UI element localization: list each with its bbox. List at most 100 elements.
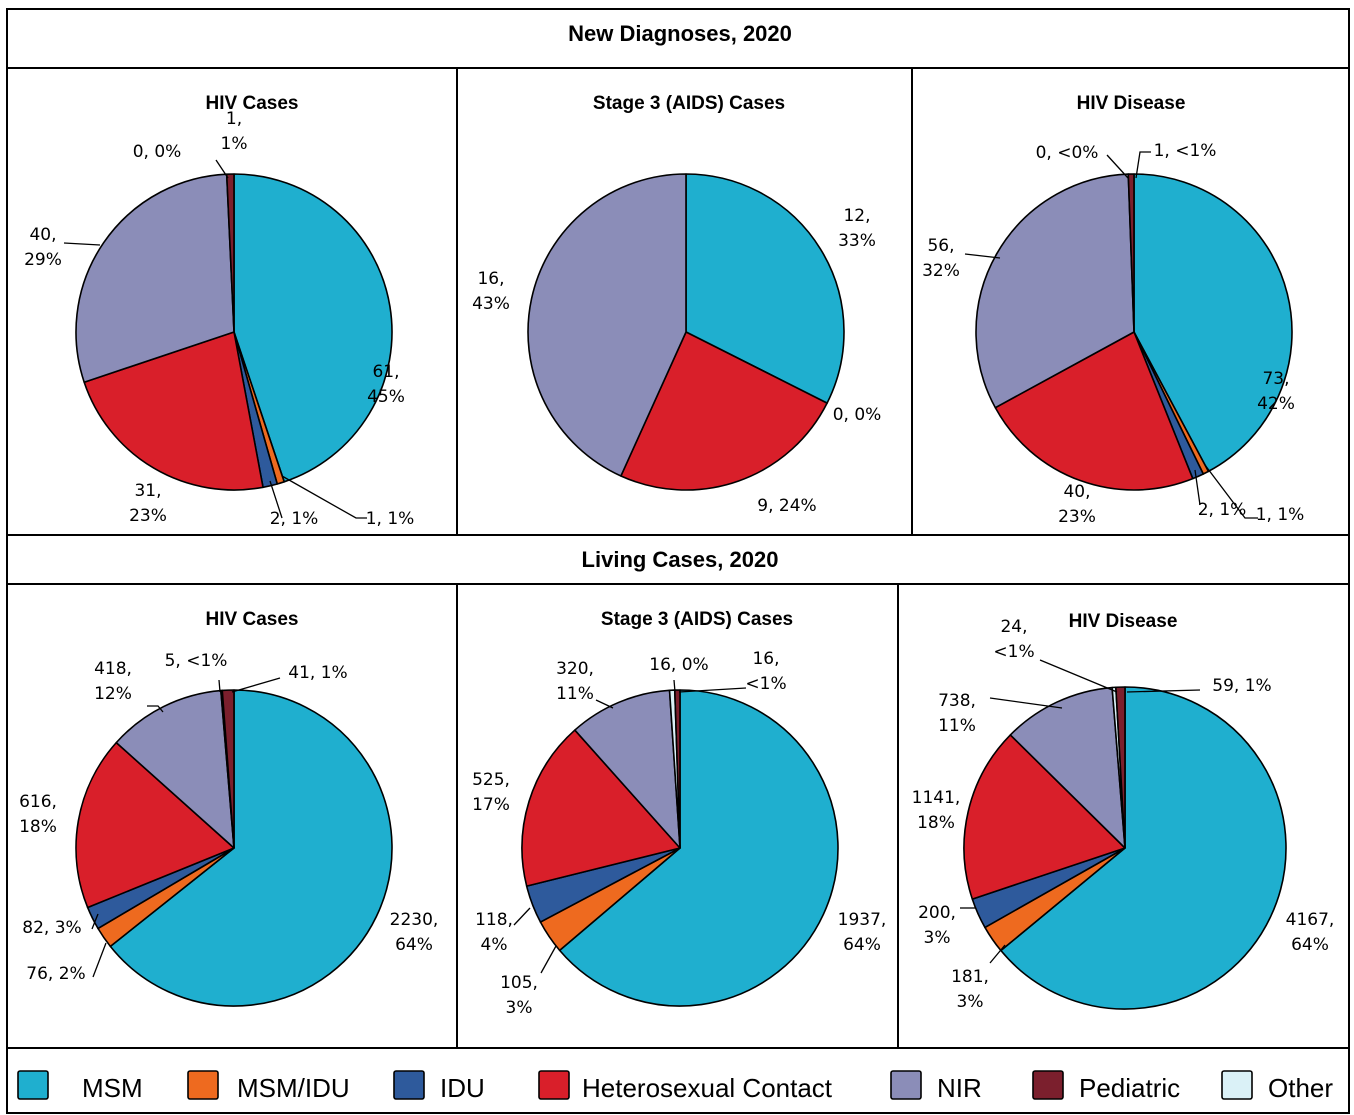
- data-label-nir: 40, 29%: [24, 225, 62, 270]
- data-label-idu: 2, 1%: [1198, 500, 1247, 520]
- section-title-new-diagnoses: New Diagnoses, 2020: [568, 21, 792, 46]
- legend-swatch: [890, 1070, 922, 1100]
- outer-frame: [6, 8, 1350, 1114]
- slice-msm: [109, 689, 393, 1007]
- data-label-other: 5, <1%: [165, 651, 228, 671]
- leader-line: [1135, 151, 1151, 179]
- data-label-idu: 200, 3%: [918, 903, 956, 948]
- data-label-idu: 82, 3%: [22, 918, 81, 938]
- pie-5-hiv-disease: 4167, 64% 181, 3% 200, 3% 1141, 18% 738, 11% 24, <1…: [912, 617, 1335, 1012]
- pie-0-hiv-cases: 61, 45% 1, 1% 2, 1% 31, 23% 40, 29% 1, 1% 0, 0%: [24, 109, 414, 529]
- leader-line: [678, 687, 747, 693]
- data-label-pediatric: 1, <1%: [1154, 141, 1217, 161]
- data-label-pediatric: 59, 1%: [1212, 676, 1271, 696]
- leader-line: [513, 907, 531, 926]
- data-label-heterosexual-contact: 40, 23%: [1058, 482, 1096, 527]
- data-label-other: 24, <1%: [993, 617, 1034, 662]
- data-label-heterosexual-contact: 9, 24%: [757, 496, 816, 516]
- data-label-other: 0, <0%: [1036, 143, 1099, 163]
- slice-msm: [558, 689, 839, 1007]
- pie-2-hiv-disease: 73, 42% 1, 1% 2, 1% 40, 23% 56, 32% 1, <1% 0, <0%: [922, 141, 1304, 527]
- leader-line: [91, 913, 99, 930]
- slice-pediatric: [1115, 686, 1126, 849]
- legend-label: Other: [1268, 1073, 1333, 1103]
- slice-nir: [75, 173, 235, 384]
- legend-label: NIR: [937, 1073, 982, 1103]
- data-label-pediatric: 41, 1%: [288, 663, 347, 683]
- pies-layer: 61, 45%1, 1%2, 1%31, 23%40, 29%1, 1%0, 0%12,…: [19, 109, 1334, 1018]
- legend-item-other: Other: [1221, 1070, 1333, 1103]
- leader-line: [231, 677, 281, 693]
- slice-heterosexual-contact: [521, 729, 681, 887]
- legend-item-nir: NIR: [890, 1070, 982, 1103]
- legend-item-heterosexual-contact: Heterosexual Contact: [538, 1070, 833, 1103]
- leader-line: [1204, 464, 1258, 519]
- legend-swatch: [538, 1070, 570, 1100]
- data-label-heterosexual-contact: 1141, 18%: [912, 788, 961, 833]
- leader-line: [63, 242, 101, 246]
- data-label-msm: 73, 42%: [1257, 369, 1295, 414]
- leader-line: [281, 475, 367, 519]
- slice-msm: [685, 173, 845, 404]
- leader-line: [218, 679, 221, 693]
- leader-line: [147, 705, 164, 713]
- legend-swatch: [1032, 1070, 1064, 1100]
- data-label-pediatric: 1, 1%: [221, 109, 248, 154]
- leader-line: [269, 480, 283, 519]
- data-label-msm-idu: 0, 0%: [833, 405, 882, 425]
- data-label-nir: 738, 11%: [938, 691, 976, 736]
- legend-swatch: [1221, 1070, 1253, 1100]
- legend-item-msm-idu: MSM/IDU: [187, 1070, 350, 1103]
- legend-label: MSM: [82, 1073, 143, 1103]
- slice-heterosexual-contact: [963, 734, 1126, 900]
- data-label-heterosexual-contact: 31, 23%: [129, 481, 167, 526]
- slice-heterosexual-contact: [620, 331, 828, 491]
- slice-nir: [574, 689, 681, 849]
- slice-nir: [115, 689, 235, 849]
- legend-label: Heterosexual Contact: [582, 1073, 833, 1103]
- legend-item-msm: MSM: [17, 1070, 143, 1103]
- data-label-msm: 1937, 64%: [838, 910, 887, 955]
- data-label-msm-idu: 76, 2%: [26, 964, 85, 984]
- legend-item-pediatric: Pediatric: [1032, 1070, 1180, 1103]
- data-label-nir: 418, 12%: [94, 659, 132, 704]
- data-label-heterosexual-contact: 616, 18%: [19, 792, 57, 837]
- slice-pediatric: [225, 173, 235, 333]
- data-label-idu: 118, 4%: [475, 910, 513, 955]
- leader-line: [1039, 659, 1118, 693]
- slice-nir: [527, 173, 687, 477]
- slice-pediatric: [221, 689, 235, 849]
- data-label-msm-idu: 181, 3%: [951, 967, 989, 1012]
- chart-title: Stage 3 (AIDS) Cases: [601, 609, 793, 630]
- leader-line: [92, 942, 107, 978]
- data-label-msm: 2230, 64%: [390, 910, 439, 955]
- legend-label: IDU: [440, 1073, 485, 1103]
- slice-msm: [1133, 173, 1293, 473]
- section-title-living-cases: Living Cases, 2020: [582, 547, 779, 572]
- leader-line: [989, 697, 1063, 709]
- data-label-msm-idu: 105, 3%: [500, 973, 538, 1018]
- data-label-nir: 56, 32%: [922, 236, 960, 281]
- data-label-pediatric: 16, <1%: [745, 649, 786, 694]
- leader-line: [540, 945, 557, 974]
- leader-line: [1106, 154, 1129, 179]
- leader-line: [595, 699, 614, 709]
- leader-line: [215, 159, 229, 179]
- slice-heterosexual-contact: [83, 331, 264, 491]
- legend-swatch: [393, 1070, 425, 1100]
- data-label-msm-idu: 1, 1%: [1256, 505, 1305, 525]
- slice-msm: [1000, 686, 1287, 1010]
- data-label-idu: 2, 1%: [270, 509, 319, 529]
- pie-3-hiv-cases: 2230, 64% 76, 2% 82, 3% 616, 18% 418, 12% 5, <1%…: [19, 651, 439, 1007]
- slice-pediatric: [1127, 173, 1135, 333]
- chart-title: Stage 3 (AIDS) Cases: [593, 93, 785, 114]
- leader-line: [673, 679, 676, 693]
- data-label-msm: 61, 45%: [367, 362, 405, 407]
- leader-line: [989, 944, 1006, 964]
- legend: MSM MSM/IDU IDU Heterosexual Contact NIR Pedi…: [17, 1070, 1333, 1103]
- data-label-msm-idu: 1, 1%: [366, 509, 415, 529]
- leader-line: [964, 253, 1001, 259]
- legend-label: Pediatric: [1079, 1073, 1180, 1103]
- legend-item-idu: IDU: [393, 1070, 485, 1103]
